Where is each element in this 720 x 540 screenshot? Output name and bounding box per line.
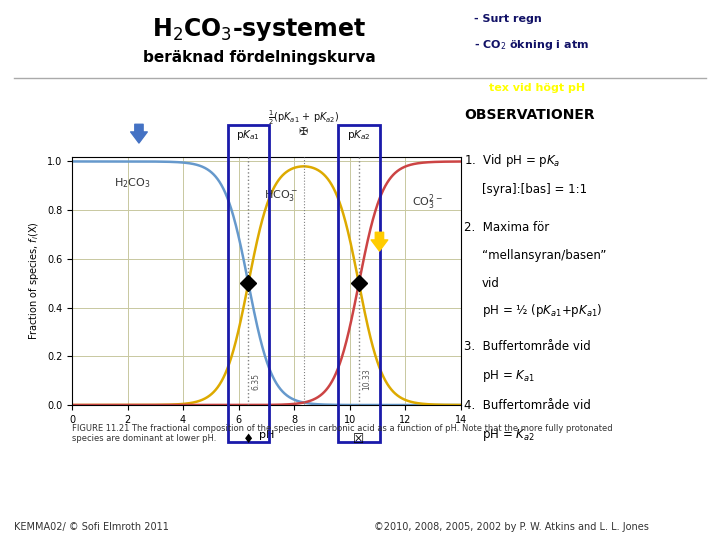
Text: - Surt regn: - Surt regn	[474, 15, 542, 24]
Text: vid: vid	[482, 277, 500, 290]
Text: H$_2$CO$_3$: H$_2$CO$_3$	[114, 176, 150, 190]
Bar	[338, 125, 379, 442]
Text: 2.  Maxima för: 2. Maxima för	[464, 221, 549, 234]
Text: tex vid högt pH: tex vid högt pH	[489, 83, 585, 93]
Text: - Metoder för CO$_2$-lagring: - Metoder för CO$_2$-lagring	[474, 60, 634, 74]
Text: p$K_{a2}$: p$K_{a2}$	[347, 128, 371, 142]
Text: ©2010, 2008, 2005, 2002 by P. W. Atkins and L. L. Jones: ©2010, 2008, 2005, 2002 by P. W. Atkins …	[374, 522, 649, 532]
Text: pH = ½ (p$K_{a1}$+p$K_{a1}$): pH = ½ (p$K_{a1}$+p$K_{a1}$)	[482, 302, 602, 319]
Text: - CO$_2$ ökning i atm: - CO$_2$ ökning i atm	[474, 37, 589, 51]
Text: KEMMA02/ © Sofi Elmroth 2011: KEMMA02/ © Sofi Elmroth 2011	[14, 522, 169, 532]
Text: H$_2$CO$_3$-systemet: H$_2$CO$_3$-systemet	[152, 16, 366, 43]
Text: p$K_{a1}$: p$K_{a1}$	[236, 128, 260, 142]
Text: pH = $K_{a1}$: pH = $K_{a1}$	[482, 368, 534, 384]
Text: pH = $K_{a2}$: pH = $K_{a2}$	[482, 428, 534, 443]
Text: $\mathbf{\maltese}$: $\mathbf{\maltese}$	[298, 125, 309, 137]
Text: $\frac{1}{2}$(p$K_{a1}$ + p$K_{a2}$): $\frac{1}{2}$(p$K_{a1}$ + p$K_{a2}$)	[268, 109, 339, 127]
Text: 1.  Vid pH = p$K_a$: 1. Vid pH = p$K_a$	[464, 152, 561, 169]
Text: OBSERVATIONER: OBSERVATIONER	[464, 108, 595, 122]
Text: “mellansyran/basen”: “mellansyran/basen”	[482, 249, 606, 262]
Bar	[228, 125, 269, 442]
Text: [syra]:[bas] = 1:1: [syra]:[bas] = 1:1	[482, 183, 587, 196]
Text: FIGURE 11.21 The fractional composition of the species in carbonic acid as a fun: FIGURE 11.21 The fractional composition …	[72, 424, 613, 443]
Y-axis label: Fraction of species, $f_i$(X): Fraction of species, $f_i$(X)	[27, 221, 41, 340]
Text: 4.  Buffertområde vid: 4. Buffertområde vid	[464, 399, 591, 412]
Text: 3.  Buffertområde vid: 3. Buffertområde vid	[464, 340, 591, 353]
Text: 10.33: 10.33	[362, 369, 372, 390]
Text: beräknad fördelningskurva: beräknad fördelningskurva	[143, 50, 376, 65]
Text: HCO$_3^-$: HCO$_3^-$	[264, 188, 298, 203]
Text: ♦: ♦	[243, 433, 254, 446]
X-axis label: pH: pH	[258, 430, 274, 440]
Text: ☒: ☒	[354, 433, 364, 446]
Text: CO$_3^{2-}$: CO$_3^{2-}$	[412, 192, 443, 212]
Text: 6.35: 6.35	[252, 373, 261, 390]
